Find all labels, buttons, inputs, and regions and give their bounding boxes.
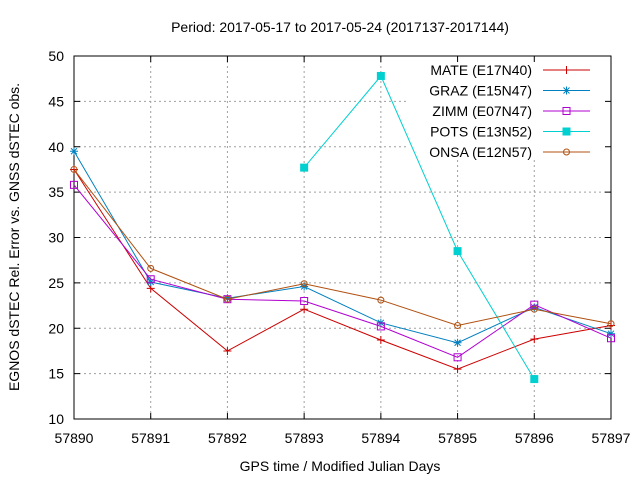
legend-entry: MATE (E17N40) (430, 62, 590, 78)
legend-label: GRAZ (E15N47) (429, 83, 532, 99)
circle-marker (563, 148, 570, 156)
y-tick-label: 10 (48, 411, 64, 427)
y-tick-label: 20 (48, 320, 64, 336)
filled-square-marker (453, 247, 462, 256)
x-axis-label: GPS time / Modified Julian Days (240, 458, 441, 474)
star-marker (530, 303, 539, 312)
square-marker (607, 334, 615, 343)
square-marker (530, 300, 539, 309)
x-tick-label: 57893 (285, 430, 324, 446)
series-graz (70, 147, 615, 347)
legend-label: POTS (E13N52) (430, 124, 532, 140)
y-tick-label: 40 (48, 139, 64, 155)
y-tick-label: 45 (48, 93, 64, 109)
circle-marker (223, 295, 231, 303)
y-axis-label: EGNOS dSTEC Rel. Error vs. GNSS dSTEC ob… (6, 83, 22, 391)
y-tick-label: 30 (48, 230, 64, 246)
circle-marker (530, 305, 538, 313)
x-tick-label: 57897 (592, 430, 631, 446)
legend-label: MATE (E17N40) (430, 62, 532, 78)
circle-marker (377, 296, 385, 304)
series-pots (300, 71, 539, 384)
square-marker (376, 322, 385, 331)
legend: MATE (E17N40) GRAZ (E15N47) ZIMM (E07N47) P… (429, 62, 590, 160)
square-marker (146, 275, 155, 284)
x-tick-label: 57892 (208, 430, 247, 446)
plus-marker (562, 66, 571, 74)
legend-entry: ZIMM (E07N47) (432, 103, 590, 119)
legend-label: ZIMM (E07N47) (432, 103, 532, 119)
chart-title: Period: 2017-05-17 to 2017-05-24 (201713… (171, 19, 509, 35)
circle-marker (300, 280, 308, 288)
circle-marker (607, 320, 615, 328)
legend-label: ONSA (E12N57) (429, 144, 532, 160)
series-line (73, 169, 612, 327)
x-tick-label: 57894 (361, 430, 400, 446)
series-group (70, 71, 615, 384)
filled-square-marker (530, 375, 539, 384)
circle-marker (454, 322, 462, 330)
x-tick-label: 57895 (438, 430, 477, 446)
series-onsa (70, 165, 615, 330)
x-tick-label: 57890 (55, 430, 94, 446)
plus-marker (530, 335, 539, 344)
filled-square-marker (562, 127, 571, 136)
filled-square-marker (376, 71, 385, 80)
plus-marker (300, 305, 309, 314)
square-marker (300, 297, 309, 306)
filled-square-marker (300, 163, 309, 172)
series-line (303, 75, 535, 380)
square-marker (70, 180, 78, 189)
series-line (73, 169, 612, 370)
star-marker (223, 294, 232, 303)
plus-marker (376, 336, 385, 345)
axes: 57890 57891 57892 57893 57894 57895 57896 57897… (48, 48, 630, 446)
star-marker (146, 277, 155, 286)
plus-marker (223, 346, 232, 355)
star-marker (607, 329, 615, 338)
x-tick-label: 57891 (131, 430, 170, 446)
legend-entry: ONSA (E12N57) (429, 144, 590, 160)
star-marker (453, 338, 462, 347)
legend-entry: POTS (E13N52) (430, 124, 590, 140)
plus-marker (453, 365, 462, 374)
circle-marker (147, 264, 155, 272)
y-tick-label: 25 (48, 275, 64, 291)
legend-entry: GRAZ (E15N47) (429, 83, 590, 99)
square-marker (453, 353, 462, 362)
y-tick-label: 50 (48, 48, 64, 64)
y-tick-label: 15 (48, 366, 64, 382)
y-tick-label: 35 (48, 184, 64, 200)
square-marker (562, 107, 571, 115)
star-marker (562, 86, 571, 95)
x-tick-label: 57896 (515, 430, 554, 446)
circle-marker (70, 165, 78, 173)
series-line (73, 184, 612, 358)
star-marker (70, 147, 78, 156)
